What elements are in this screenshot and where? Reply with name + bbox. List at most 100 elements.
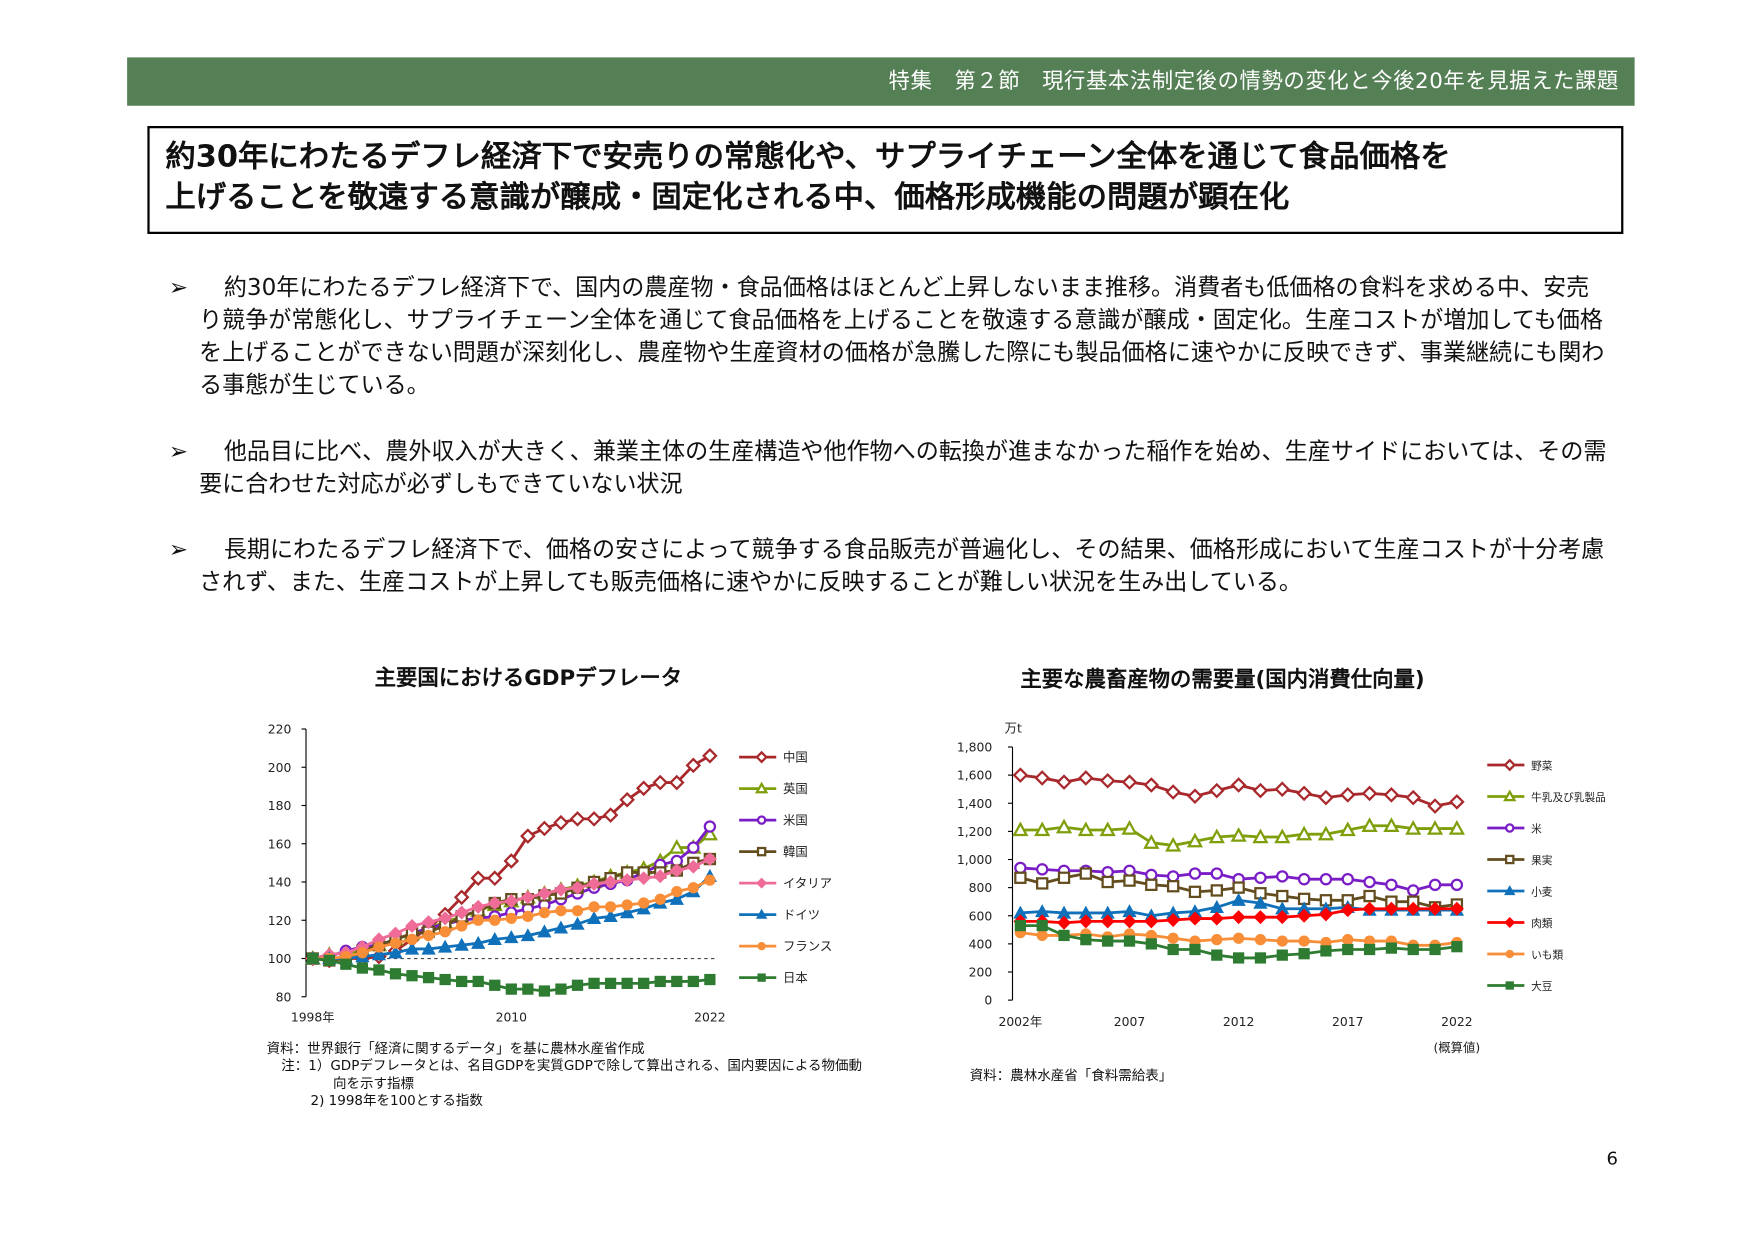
data-point bbox=[454, 937, 469, 951]
data-point bbox=[1449, 794, 1465, 810]
data-point bbox=[505, 983, 517, 995]
data-point bbox=[704, 973, 716, 986]
data-point bbox=[1123, 864, 1136, 877]
data-point bbox=[489, 914, 501, 926]
data-point bbox=[687, 975, 699, 988]
data-point bbox=[1187, 911, 1202, 926]
data-point bbox=[472, 975, 484, 988]
bullet-text: 長期にわたるデフレ経済下で、価格の安さによって競争する食品販売が普遍化し、その結… bbox=[199, 535, 1605, 596]
data-point bbox=[456, 920, 468, 932]
y-tick-label: 400 bbox=[969, 937, 993, 951]
data-point bbox=[454, 905, 469, 920]
data-point bbox=[1014, 861, 1027, 875]
data-point bbox=[701, 825, 718, 841]
data-point bbox=[406, 933, 418, 945]
data-point bbox=[1298, 948, 1310, 960]
data-point bbox=[1123, 874, 1136, 887]
headline-line-1: 約30年にわたるデフレ経済下で安売りの常態化や、サプライチェーン全体を通じて食品… bbox=[165, 139, 1451, 175]
data-point bbox=[1101, 865, 1114, 879]
data-point bbox=[487, 896, 502, 911]
data-point bbox=[1058, 929, 1070, 942]
data-point bbox=[1428, 901, 1443, 916]
data-point bbox=[323, 954, 335, 967]
data-point bbox=[1274, 828, 1291, 844]
data-point bbox=[604, 977, 617, 989]
data-point bbox=[373, 941, 385, 953]
data-point bbox=[1145, 938, 1157, 950]
data-point bbox=[620, 873, 635, 888]
y-tick-label: 600 bbox=[969, 909, 993, 923]
data-point bbox=[1297, 873, 1311, 886]
legend-label: 中国 bbox=[783, 750, 808, 765]
data-point bbox=[1450, 878, 1464, 891]
data-point bbox=[1057, 915, 1072, 930]
data-point bbox=[1036, 919, 1048, 932]
legend-marker bbox=[1505, 823, 1515, 833]
legend-marker bbox=[1504, 885, 1516, 896]
legend-label: 小麦 bbox=[1531, 886, 1553, 899]
data-point bbox=[456, 975, 468, 988]
data-point bbox=[668, 839, 685, 854]
y-tick-label: 1,400 bbox=[957, 797, 993, 811]
legend-label: 果実 bbox=[1531, 854, 1553, 867]
data-point bbox=[1385, 878, 1398, 891]
y-tick-label: 1,000 bbox=[957, 853, 993, 867]
bullet-item-2: ➢ 他品目に比べ、農外収入が大きく、兼業主体の生産構造や他作物への転換が進まなか… bbox=[169, 435, 1609, 500]
data-point bbox=[1143, 834, 1160, 849]
y-tick-label: 200 bbox=[969, 966, 993, 980]
data-point bbox=[1230, 827, 1247, 842]
chart1-note-2: 2) 1998年を100とする指数 bbox=[310, 1092, 483, 1109]
data-point bbox=[1036, 877, 1049, 890]
data-point bbox=[652, 774, 669, 791]
data-point bbox=[1166, 870, 1180, 883]
series-米: 米 bbox=[1014, 823, 1542, 897]
data-point bbox=[404, 941, 420, 955]
data-point bbox=[1210, 867, 1223, 880]
data-point bbox=[1361, 817, 1378, 832]
data-point bbox=[1186, 832, 1204, 848]
data-point bbox=[503, 853, 520, 869]
legend-marker bbox=[756, 846, 767, 857]
data-point bbox=[1014, 919, 1026, 932]
data-point bbox=[1167, 943, 1179, 956]
y-tick-label: 1,200 bbox=[957, 825, 993, 839]
data-point bbox=[356, 962, 369, 974]
data-point bbox=[1405, 820, 1422, 835]
legend-marker bbox=[1505, 981, 1514, 990]
x-tick-label: 1998年 bbox=[291, 1011, 335, 1025]
data-point bbox=[1276, 870, 1289, 883]
chart-1: 80 100 120 140 160 180 200 220 1998年 2010 2022 中国英国… bbox=[268, 723, 832, 1025]
data-point bbox=[1122, 914, 1137, 929]
x-tick-label: 2022 bbox=[694, 1011, 725, 1025]
chart1-note-1: 注：1）GDPデフレータとは、名目GDPを実質GDPで除して算出される、国内要因… bbox=[281, 1057, 863, 1091]
bullet-item-1: ➢ 約30年にわたるデフレ経済下で、国内の農産物・食品価格はほとんど上昇しないま… bbox=[169, 271, 1609, 402]
data-point bbox=[388, 945, 403, 959]
data-point bbox=[569, 811, 586, 827]
data-point bbox=[1276, 949, 1288, 961]
data-point bbox=[1233, 952, 1245, 964]
data-point bbox=[487, 932, 502, 945]
x-tick-label: 2002年 bbox=[998, 1015, 1042, 1029]
data-point bbox=[1449, 901, 1464, 916]
legend-marker bbox=[1503, 789, 1517, 802]
data-point bbox=[1167, 932, 1179, 944]
data-point bbox=[537, 924, 552, 938]
data-point bbox=[1318, 789, 1334, 806]
data-point bbox=[702, 747, 718, 764]
series-大豆: 大豆 bbox=[1014, 919, 1553, 993]
y-axis-unit: 万t bbox=[1005, 721, 1022, 735]
legend-label: 肉類 bbox=[1531, 917, 1553, 930]
data-point bbox=[1230, 777, 1247, 793]
data-point bbox=[1342, 934, 1354, 946]
chart-title-gdp: 主要国におけるGDPデフレータ bbox=[374, 666, 683, 691]
data-point bbox=[1297, 908, 1312, 923]
series-イタリア: イタリア bbox=[305, 852, 832, 966]
data-point bbox=[687, 841, 700, 854]
data-point bbox=[1012, 821, 1029, 837]
data-point bbox=[1056, 774, 1072, 790]
data-point bbox=[620, 905, 635, 919]
data-point bbox=[1078, 914, 1093, 929]
series-いも類: いも類 bbox=[1014, 927, 1563, 962]
data-point bbox=[471, 899, 486, 914]
data-point bbox=[1254, 952, 1267, 964]
